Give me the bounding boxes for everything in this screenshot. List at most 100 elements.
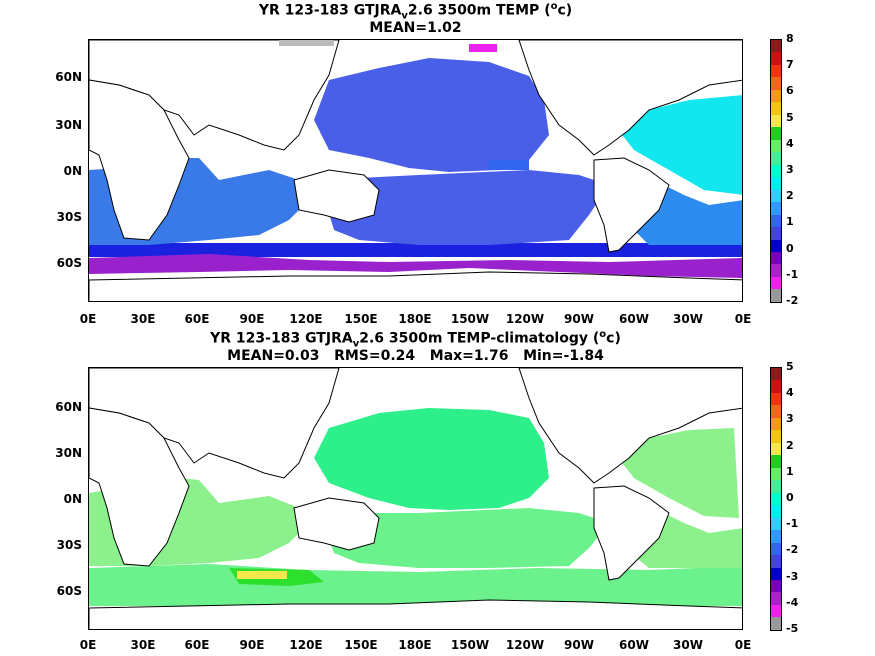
colorbar-tick-label: 8	[786, 32, 794, 45]
colorbar-tick-label: 5	[786, 360, 794, 373]
p1-ytick: 30N	[55, 118, 82, 132]
colorbar-swatch	[771, 102, 781, 115]
p2-ytick: 60N	[55, 400, 82, 414]
colorbar-swatch	[771, 64, 781, 78]
p1-continent-north-america	[518, 40, 742, 156]
colorbar-tick-label: 1	[786, 215, 794, 229]
colorbar-swatch	[771, 202, 781, 215]
colorbar-tick-label: 4	[786, 136, 794, 150]
colorbar-swatch	[771, 152, 781, 165]
colorbar-swatch	[771, 127, 781, 140]
panel2-title: YR 123-183 GTJRAv2.6 3500m TEMP-climatol…	[210, 329, 621, 350]
p1-xtick: 0E	[734, 312, 752, 326]
p1-ytick: 60S	[56, 256, 82, 270]
p1-xtick: 150E	[344, 312, 378, 326]
colorbar-tick-label: -1	[786, 517, 799, 531]
p2-xtick: 30W	[673, 638, 703, 652]
p1-xtick: 90E	[239, 312, 265, 326]
colorbar-swatch	[771, 276, 781, 290]
colorbar-swatch	[771, 368, 781, 381]
p2-region-south-pacific	[319, 508, 609, 568]
colorbar-swatch	[771, 52, 781, 65]
p2-ytick: 0N	[63, 492, 82, 506]
panel2-colorbar	[770, 367, 782, 631]
colorbar-tick-label: -3	[786, 569, 799, 583]
colorbar-swatch	[771, 567, 781, 580]
colorbar-swatch	[771, 592, 781, 605]
colorbar-swatch	[771, 467, 781, 481]
colorbar-tick-label: 7	[786, 58, 794, 72]
p1-xtick: 180E	[398, 312, 432, 326]
p1-xtick: 120E	[289, 312, 323, 326]
colorbar-swatch	[771, 442, 781, 456]
p2-xtick: 60E	[184, 638, 210, 652]
p1-region-north-pacific	[314, 58, 549, 172]
colorbar-swatch	[771, 430, 781, 443]
colorbar-tick-label: 6	[786, 84, 794, 98]
p1-continent-africa	[89, 79, 190, 241]
p1-xtick: 30W	[673, 312, 703, 326]
colorbar-tick-label: 4	[786, 386, 794, 400]
colorbar-swatch	[771, 517, 781, 531]
p1-arctic-grey-patch	[279, 40, 334, 46]
p2-xtick: 0E	[79, 638, 97, 652]
p1-arctic-magenta-patch	[469, 44, 497, 52]
colorbar-swatch	[771, 579, 781, 593]
p2-region-north-pacific	[314, 408, 549, 510]
colorbar-swatch	[771, 455, 781, 468]
p2-continent-africa	[89, 407, 190, 567]
p1-continent-south-america	[593, 157, 670, 253]
panel2-map	[88, 367, 743, 630]
colorbar-swatch	[771, 189, 781, 203]
p1-xtick: 60W	[619, 312, 649, 326]
p2-xtick: 0E	[734, 638, 752, 652]
p1-xtick: 150W	[450, 312, 490, 326]
p1-xtick: 90W	[564, 312, 594, 326]
colorbar-swatch	[771, 555, 781, 568]
p2-region-southern-indian-anomaly	[237, 571, 287, 579]
panel2-subtitle: MEAN=0.03 RMS=0.24 Max=1.76 Min=-1.84	[227, 348, 604, 364]
p2-xtick: 180E	[398, 638, 432, 652]
colorbar-swatch	[771, 239, 781, 252]
colorbar-tick-label: 0	[786, 241, 794, 255]
colorbar-swatch	[771, 164, 781, 178]
panel2-map-svg	[89, 368, 742, 629]
p1-continent-australia	[293, 169, 380, 223]
p2-ytick: 60S	[56, 584, 82, 598]
p2-xtick: 120W	[505, 638, 545, 652]
colorbar-tick-label: -1	[786, 267, 799, 281]
colorbar-swatch	[771, 617, 781, 630]
p1-ytick: 0N	[63, 164, 82, 178]
p1-xtick: 120W	[505, 312, 545, 326]
colorbar-swatch	[771, 417, 781, 431]
p1-xtick: 0E	[79, 312, 97, 326]
colorbar-swatch	[771, 251, 781, 265]
colorbar-tick-label: 2	[786, 189, 794, 203]
panel1-subtitle: MEAN=1.02	[369, 20, 462, 36]
colorbar-tick-label: 5	[786, 110, 794, 124]
colorbar-tick-label: 0	[786, 491, 794, 504]
colorbar-swatch	[771, 139, 781, 153]
panel1-title: YR 123-183 GTJRAv2.6 3500m TEMP (oc)	[258, 1, 573, 22]
colorbar-swatch	[771, 505, 781, 518]
colorbar-swatch	[771, 227, 781, 240]
p2-xtick: 60W	[619, 638, 649, 652]
p1-region-south-pacific	[319, 170, 609, 245]
colorbar-swatch	[771, 89, 781, 103]
panel1-map-svg	[89, 40, 742, 301]
p1-region-antarctic-margin	[89, 243, 742, 257]
p1-continent-antarctica	[89, 271, 742, 301]
p1-region-pacific-equatorial-patch	[489, 160, 529, 170]
colorbar-swatch	[771, 77, 781, 90]
colorbar-tick-label: 3	[786, 163, 794, 176]
p2-xtick: 90W	[564, 638, 594, 652]
p1-xtick: 30E	[130, 312, 156, 326]
panel1-map	[88, 39, 743, 302]
p2-ytick: 30S	[56, 538, 82, 552]
colorbar-swatch	[771, 214, 781, 228]
colorbar-swatch	[771, 392, 781, 406]
colorbar-tick-label: 3	[786, 412, 794, 426]
p2-xtick: 30E	[130, 638, 156, 652]
p2-ytick: 30N	[55, 446, 82, 460]
p2-continent-australia	[293, 497, 380, 551]
